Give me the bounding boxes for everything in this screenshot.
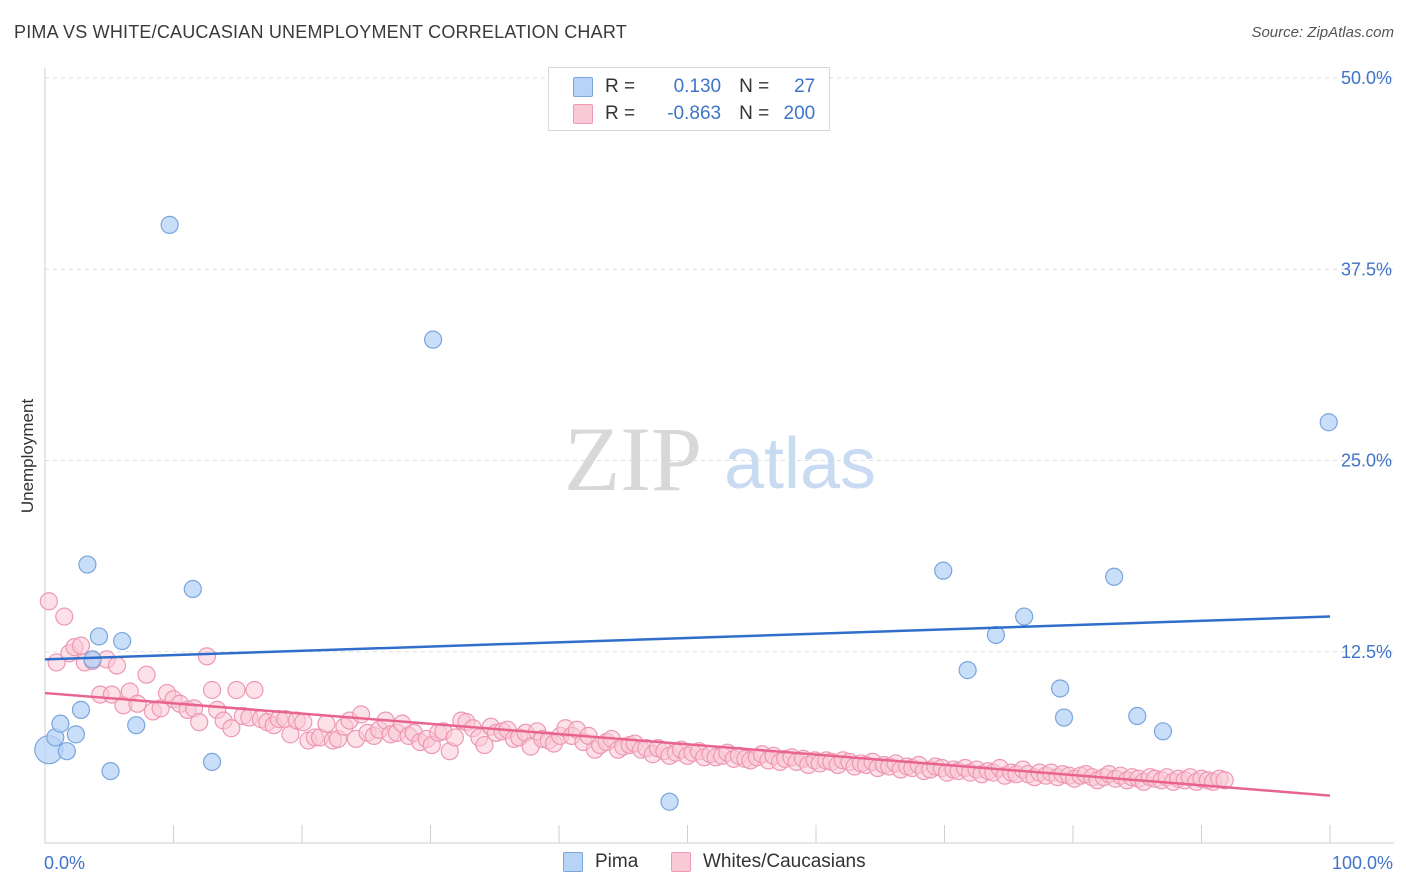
whites-caucasians-point: [445, 728, 465, 747]
whites-caucasians-point: [227, 680, 246, 700]
x-tick-label: 0.0%: [44, 853, 85, 873]
legend-item-whites-caucasians[interactable]: Whites/Caucasians: [671, 851, 866, 873]
pima-swatch-icon: [573, 77, 593, 97]
pima-point: [78, 555, 97, 574]
whites-caucasians-point: [39, 592, 58, 611]
legend-r-label: R =: [605, 76, 636, 97]
whites-caucasians-trend-line: [44, 691, 1331, 797]
pima-point: [202, 752, 222, 772]
correlation-legend: R = 0.130 N = 27 R = -0.863 N = 200: [548, 67, 830, 131]
pima-point: [1319, 413, 1338, 432]
pima-swatch-icon: [563, 852, 583, 872]
whites-caucasians-point: [317, 714, 336, 733]
pima-point: [958, 661, 977, 680]
whites-caucasians-point: [352, 705, 371, 724]
pima-point: [1054, 708, 1074, 727]
x-tick-label: 100.0%: [1332, 853, 1393, 873]
pima-point: [1051, 679, 1070, 698]
pima-point: [1105, 567, 1124, 586]
whites-caucasians-point: [55, 607, 74, 626]
pima-point: [89, 627, 109, 646]
pima-point: [1153, 722, 1173, 741]
pima-points: [34, 215, 1338, 811]
pima-trend-line: [44, 615, 1331, 661]
pima-point: [83, 650, 102, 669]
pima-point: [660, 792, 679, 811]
whites-caucasians-point: [202, 680, 222, 700]
chart-title: PIMA VS WHITE/CAUCASIAN UNEMPLOYMENT COR…: [14, 22, 627, 42]
legend-n-label: N =: [739, 103, 770, 124]
pima-point: [986, 625, 1006, 645]
y-tick-label: 12.5%: [1341, 642, 1392, 662]
pima-point: [112, 631, 132, 651]
whites-caucasians-point: [1215, 771, 1234, 790]
whites-caucasians-point: [128, 694, 147, 713]
pima-point: [71, 700, 91, 719]
pima-point: [183, 579, 202, 599]
pima-point: [101, 761, 120, 781]
legend-n-value: 27: [794, 76, 816, 97]
legend-item-pima[interactable]: Pima: [563, 851, 638, 873]
legend-r-label: R =: [605, 103, 636, 124]
pima-point: [127, 716, 146, 735]
whites-caucasians-point: [107, 656, 127, 675]
whites-swatch-icon: [573, 104, 593, 124]
whites-caucasians-point: [151, 699, 170, 718]
watermark-zip: ZIP: [564, 408, 702, 510]
whites-caucasians-point: [71, 636, 91, 655]
pima-point: [1015, 607, 1034, 626]
whites-caucasians-point: [137, 665, 156, 684]
series-legend: Pima Whites/Caucasians: [0, 851, 1406, 877]
pima-point: [57, 742, 76, 761]
pima-point: [160, 215, 179, 234]
legend-r-value: -0.863: [667, 103, 722, 124]
whites-caucasians-point: [222, 719, 241, 738]
source-label: Source: ZipAtlas.com: [1251, 24, 1394, 41]
legend-item-label: Pima: [595, 851, 639, 872]
tick-labels: 12.5% 25.0% 37.5% 50.0% 0.0% 100.0%: [44, 68, 1393, 873]
gridlines: [45, 77, 1394, 653]
whites-caucasians-point: [294, 713, 313, 732]
legend-item-label: Whites/Caucasians: [703, 851, 866, 872]
legend-r-value: 0.130: [673, 76, 722, 97]
pima-point: [51, 714, 70, 733]
y-tick-label: 37.5%: [1341, 259, 1392, 279]
y-tick-label: 25.0%: [1341, 451, 1392, 471]
whites-caucasians-point: [190, 713, 209, 732]
y-tick-label: 50.0%: [1341, 68, 1392, 88]
whites-swatch-icon: [671, 852, 691, 872]
axes: [44, 68, 1394, 844]
legend-n-label: N =: [739, 76, 770, 97]
watermark-atlas: atlas: [724, 424, 876, 504]
pima-point: [1128, 706, 1147, 726]
trend-lines: [44, 615, 1331, 797]
whites-caucasians-point: [475, 735, 494, 755]
legend-row-whites: R = -0.863 N = 200: [573, 102, 815, 126]
legend-row-pima: R = 0.130 N = 27: [573, 75, 815, 99]
legend-n-value: 200: [783, 103, 816, 124]
watermark: ZIP atlas: [564, 408, 876, 510]
whites-caucasians-point: [197, 647, 217, 666]
pima-point: [423, 330, 443, 349]
pima-point: [66, 725, 85, 744]
pima-point: [934, 561, 953, 580]
whites-caucasians-point: [245, 680, 264, 700]
